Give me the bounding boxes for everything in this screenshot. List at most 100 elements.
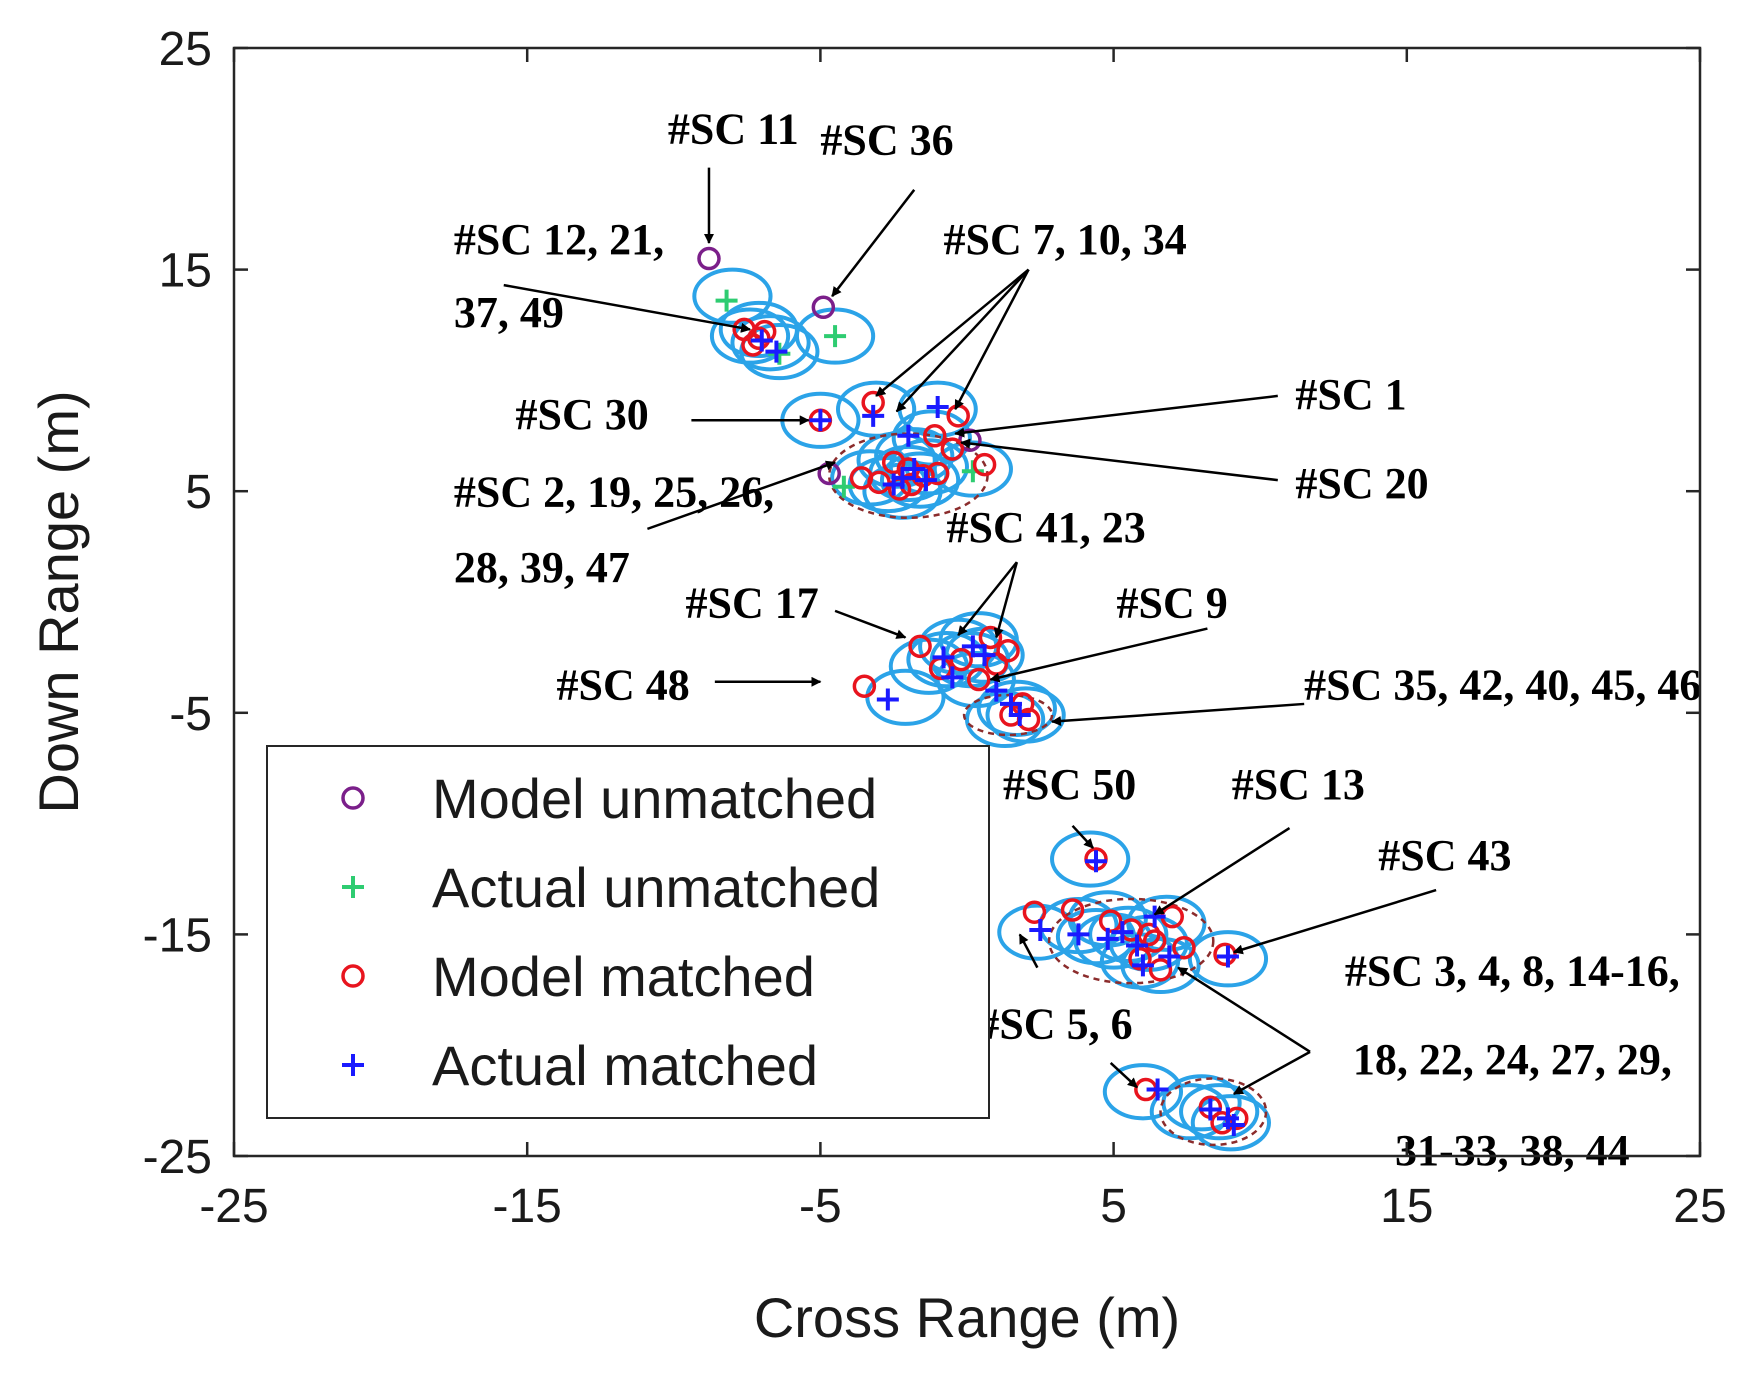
legend-label: Actual matched [432, 1034, 818, 1097]
point-actual-matched [961, 635, 984, 658]
annotation-label: #SC 3, 4, 8, 14-16, [1345, 946, 1680, 995]
uncertainty-ellipse [1088, 905, 1169, 963]
annotation-label: #SC 20 [1295, 459, 1428, 508]
point-actual-matched [1067, 923, 1090, 946]
annotation: #SC 43 [1232, 831, 1512, 955]
point-actual-matched [750, 329, 773, 352]
annotation: #SC 41, 23 [946, 503, 1146, 639]
point-actual-matched [1146, 1078, 1169, 1101]
point-actual-matched [932, 646, 955, 669]
point-actual-matched [1216, 945, 1239, 968]
point-model-matched [949, 647, 973, 672]
uncertainty-ellipse [1179, 1083, 1260, 1141]
y-axis-label: Down Range (m) [27, 390, 90, 813]
annotation: #SC 9 [989, 579, 1228, 683]
point-model-matched [1142, 929, 1167, 953]
point-model-matched [1022, 900, 1047, 924]
point-model-matched [940, 437, 965, 461]
annotation-label: #SC 2, 19, 25, 26, [454, 468, 774, 517]
annotation-arrow [1153, 826, 1291, 916]
annotation: #SC 36 [820, 115, 954, 297]
annotation: #SC 20 [960, 438, 1429, 508]
legend-label: Actual unmatched [432, 856, 880, 919]
annotation: #SC 35, 42, 40, 45, 46 [1051, 661, 1701, 727]
point-actual-matched [985, 679, 1008, 702]
annotation-arrow [831, 189, 916, 297]
legend-label: Model matched [432, 945, 815, 1008]
uncertainty-ellipse [879, 451, 961, 509]
point-actual-matched [1085, 850, 1108, 873]
annotation-label: #SC 36 [820, 115, 953, 164]
point-model-matched [972, 452, 997, 477]
uncertainty-ellipse [888, 438, 969, 496]
legend-box [266, 745, 990, 1119]
x-tick-label: -15 [493, 1180, 562, 1233]
point-actual-matched [897, 424, 920, 447]
uncertainty-ellipse [1050, 830, 1131, 888]
annotation-label: 37, 49 [454, 288, 564, 337]
annotation-label: #SC 11 [668, 104, 799, 153]
point-model-matched [1137, 922, 1161, 947]
point-actual-matched [1126, 934, 1149, 957]
annotation-label: #SC 41, 23 [946, 503, 1145, 552]
point-actual-matched [973, 644, 996, 667]
annotation-arrow [1071, 824, 1094, 849]
annotation-label: #SC 48 [557, 661, 690, 710]
point-actual-unmatched [768, 342, 791, 365]
annotation-label: 28, 39, 47 [454, 543, 630, 592]
point-actual-matched [862, 404, 885, 427]
uncertainty-ellipse [709, 307, 791, 365]
annotations: #SC 11 #SC 36 #SC 12, 21, 37, 49 #SC 7, 10, … [454, 104, 1702, 1175]
point-model-matched [747, 326, 771, 351]
point-actual-matched [876, 688, 899, 711]
annotation: #SC 30 [515, 390, 810, 439]
annotation: #SC 11 [668, 104, 799, 245]
annotation-arrow [1232, 888, 1437, 955]
point-actual-matched [914, 469, 937, 492]
uncertainty-ellipse [739, 323, 820, 381]
legend-label: Model unmatched [432, 767, 877, 830]
x-tick-label: -5 [799, 1180, 842, 1233]
annotation-arrow [875, 268, 1030, 397]
uncertainty-ellipse [1102, 1063, 1184, 1121]
uncertainty-ellipse [976, 679, 1057, 737]
x-tick-label: 25 [1673, 1180, 1726, 1233]
uncertainty-ellipse [932, 440, 1013, 498]
axes-frame [232, 46, 1702, 1158]
annotation: #SC 17 [686, 579, 907, 639]
annotation-arrow [989, 627, 1208, 683]
annotation-label: #SC 1 [1295, 370, 1406, 419]
y-tick-label: 15 [159, 245, 212, 298]
annotation: #SC 13 [1153, 760, 1365, 916]
annotation-label: #SC 17 [686, 579, 819, 628]
point-model-matched [996, 639, 1020, 663]
point-actual-matched [891, 466, 914, 489]
point-model-matched [1128, 947, 1152, 971]
annotation: #SC 12, 21, 37, 49 [454, 215, 752, 337]
uncertainty-ellipse [1187, 930, 1269, 988]
point-actual-matched [1096, 927, 1119, 950]
annotation-label: #SC 30 [515, 390, 648, 439]
y-tick-label: -25 [143, 1131, 212, 1184]
annotation-label: #SC 9 [1117, 579, 1228, 628]
series-actual-unmatched [715, 289, 984, 498]
point-actual-matched [1199, 1098, 1222, 1121]
annotation-label: #SC 50 [1003, 760, 1136, 809]
annotation: #SC 3, 4, 8, 14-16, 18, 22, 24, 27, 29, 31… [1177, 946, 1680, 1175]
point-actual-unmatched [832, 475, 855, 498]
annotation-label: #SC 43 [1378, 831, 1511, 880]
x-tick-label: 15 [1380, 1180, 1433, 1233]
annotation-arrow [1232, 1050, 1311, 1096]
point-actual-matched [903, 458, 926, 481]
y-tick-label: 5 [185, 466, 212, 519]
uncertainty-ellipse [1120, 936, 1201, 995]
point-actual-unmatched [824, 325, 847, 348]
annotation-arrow [960, 438, 1278, 482]
x-tick-label: -25 [199, 1180, 268, 1233]
point-actual-matched [1111, 921, 1134, 944]
point-model-matched [908, 634, 932, 659]
series-actual-matched [750, 329, 1245, 1136]
point-actual-matched [1029, 918, 1052, 941]
point-model-matched [1213, 942, 1237, 967]
uncertainty-ellipse [1190, 1094, 1271, 1152]
